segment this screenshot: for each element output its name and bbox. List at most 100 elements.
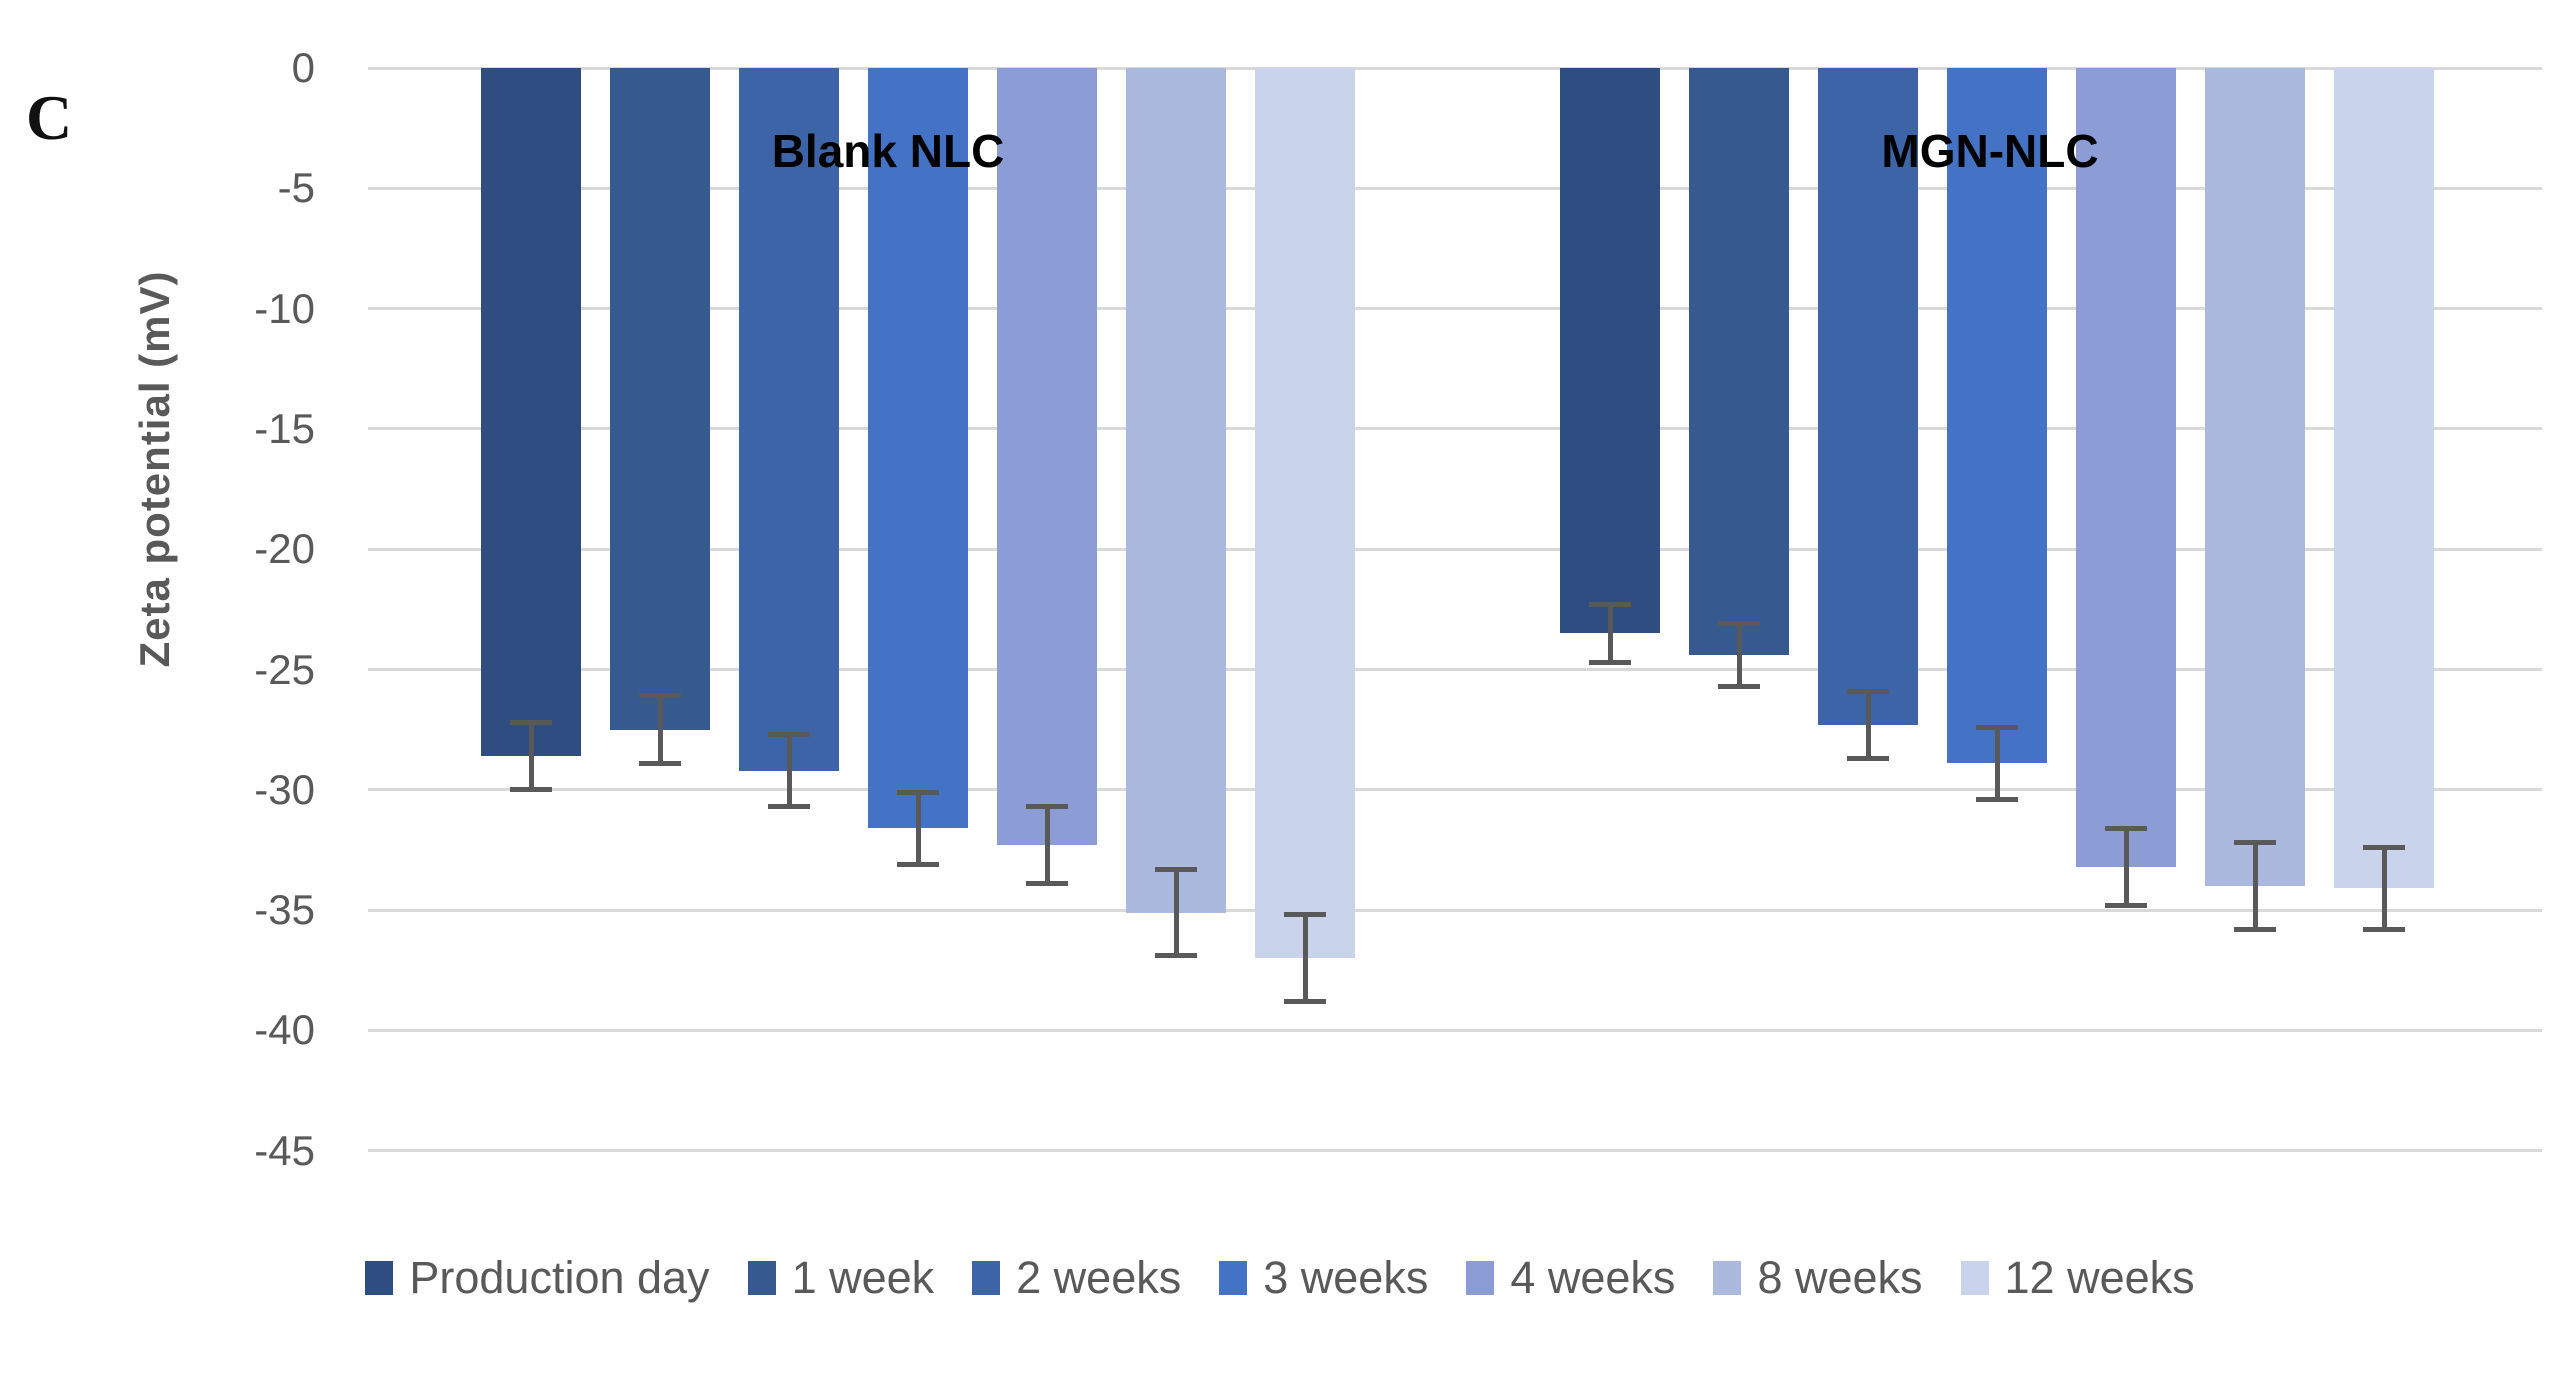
error-bar [1284,999,1326,1005]
bar-blank-nlc-2-weeks [739,68,839,771]
error-bar [1589,602,1631,608]
y-tick-label: -40 [254,1006,315,1054]
error-bar [510,719,552,725]
legend-marker-swatch [1713,1261,1742,1295]
y-tick-label: -30 [254,765,315,813]
gridline [368,908,2542,912]
legend-item-3-weeks: 3 weeks [1219,1252,1428,1304]
panel-label: C [26,82,73,153]
y-tick-label: -35 [254,886,315,934]
error-bar [2363,926,2405,932]
bar-blank-nlc-production-day [481,68,581,757]
error-bar [2381,847,2387,930]
gridline [368,427,2542,431]
gridline [368,1149,2542,1153]
legend-label: 1 week [791,1252,935,1303]
bar-mgn-nlc-4-weeks [2076,68,2176,867]
gridline [368,186,2542,190]
error-bar [786,734,792,807]
bar-mgn-nlc-1-week [1689,68,1789,656]
error-bar [2252,842,2258,930]
legend-label: Production day [409,1252,710,1303]
error-bar [1173,869,1179,956]
error-bar [768,731,810,737]
legend-marker-swatch [365,1261,394,1295]
error-bar [1847,756,1889,762]
error-bar [1155,866,1197,872]
error-bar [657,695,663,764]
legend-item-production-day: Production day [365,1252,710,1304]
legend-marker-swatch [1960,1261,1989,1295]
legend-item-8-weeks: 8 weeks [1713,1252,1923,1304]
gridline [368,788,2542,792]
legend-item-1-week: 1 week [747,1252,935,1304]
y-tick-label: -25 [254,645,315,693]
error-bar [1994,727,2000,800]
legend-marker-swatch [972,1261,1001,1295]
error-bar [897,861,939,867]
bar-mgn-nlc-production-day [1560,68,1660,634]
error-bar [1718,683,1760,689]
legend: Production day 1 week 2 weeks 3 weeks 4 week… [0,1252,2560,1304]
gridline [368,547,2542,551]
legend-marker-swatch [747,1261,776,1295]
legend-label: 8 weeks [1757,1252,1923,1303]
y-tick-label: -5 [277,164,315,212]
error-bar [528,722,534,790]
error-bar [1302,914,1308,1002]
error-bar [1589,659,1631,665]
gridline [368,668,2542,671]
error-bar [1026,881,1068,887]
y-tick-label: -20 [254,525,315,573]
error-bar [1284,912,1326,918]
bar-mgn-nlc-3-weeks [1947,68,2047,764]
error-bar [2234,840,2276,846]
error-bar [510,787,552,793]
error-bar [639,693,681,699]
legend-label: 12 weeks [2004,1252,2195,1303]
bar-mgn-nlc-2-weeks [1818,68,1918,725]
bar-blank-nlc-4-weeks [997,68,1097,846]
error-bar [1026,804,1068,810]
y-tick-label: 0 [291,44,315,91]
legend-label: 3 weeks [1263,1252,1429,1303]
y-tick-label: -45 [254,1126,315,1174]
bar-blank-nlc-8-weeks [1126,68,1226,913]
error-bar [1847,688,1889,694]
error-bar [1736,623,1742,687]
y-tick-label: -10 [254,284,315,332]
gridline [368,1028,2542,1032]
legend-marker-swatch [1466,1261,1495,1295]
bar-blank-nlc-1-week [610,68,710,730]
error-bar [639,760,681,766]
error-bar [768,804,810,810]
gridline [368,66,2542,70]
gridline [368,307,2542,311]
bar-mgn-nlc-8-weeks [2205,68,2305,887]
error-bar [2123,828,2129,906]
bar-blank-nlc-3-weeks [868,68,968,829]
bar-blank-nlc-12-weeks [1255,68,1355,959]
error-bar [1865,691,1871,759]
error-bar [1607,604,1613,663]
legend-label: 2 weeks [1016,1252,1182,1303]
error-bar [1044,806,1050,884]
error-bar [2363,845,2405,851]
error-bar [2105,902,2147,908]
legend-marker-swatch [1219,1261,1248,1295]
error-bar [1976,796,2018,802]
legend-item-12-weeks: 12 weeks [1960,1252,2195,1304]
error-bar [2105,825,2147,831]
y-tick-label: -15 [254,404,315,452]
error-bar [1718,621,1760,627]
error-bar [897,789,939,795]
error-bar [1155,953,1197,959]
error-bar [1976,724,2018,730]
group-label-blank-nlc: Blank NLC [771,125,1005,177]
legend-item-4-weeks: 4 weeks [1466,1252,1675,1304]
error-bar [915,792,921,865]
group-label-mgn-nlc: MGN-NLC [1881,125,2099,177]
error-bar [2234,926,2276,932]
legend-label: 4 weeks [1510,1252,1676,1303]
